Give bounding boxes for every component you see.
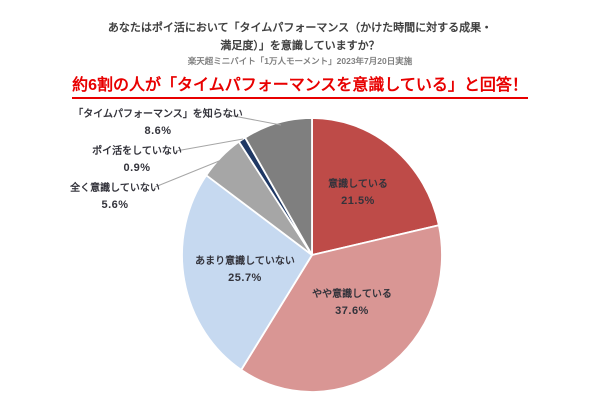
chart-title-line-2: 満足度）」を意識していますか？ <box>220 40 380 52</box>
chart-title-line-1: あなたはポイ活において「タイムパフォーマンス（かけた時間に対する成果・ <box>107 22 493 34</box>
pie-slice-2 <box>240 224 443 393</box>
pie-slice-3 <box>181 174 313 371</box>
leader-line-1 <box>154 158 225 188</box>
leader-line-3 <box>222 113 282 126</box>
leader-line-2 <box>175 138 244 152</box>
chart-subtitle: 楽天超ミニバイト「1万人モーメント」2023年7月20日実施 <box>187 56 413 66</box>
pie-slice-6 <box>244 117 313 256</box>
chart-title: あなたはポイ活において「タイムパフォーマンス（かけた時間に対する成果・ 満足度）… <box>0 19 600 55</box>
headline: 約6割の人が「タイムパフォーマンスを意識している」と回答！ <box>0 76 600 99</box>
headline-text: 約6割の人が「タイムパフォーマンスを意識している」と回答！ <box>72 76 528 99</box>
pie-slice-1 <box>311 117 440 256</box>
